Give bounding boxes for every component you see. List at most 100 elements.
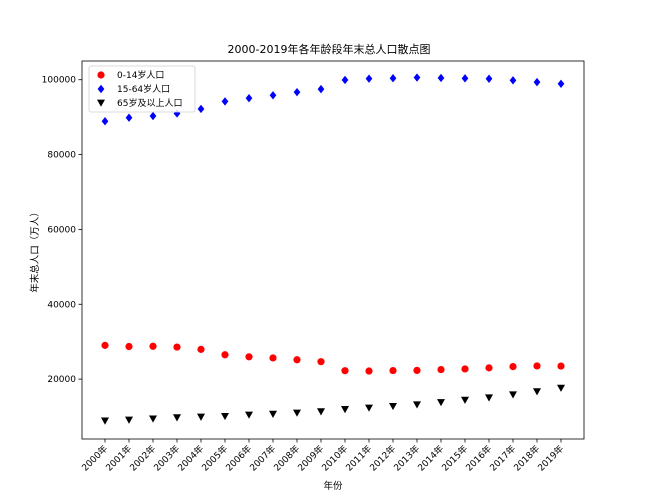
data-point xyxy=(389,366,397,375)
legend-label: 0-14岁人口 xyxy=(117,69,164,81)
data-point xyxy=(557,362,565,370)
data-point xyxy=(221,351,229,359)
data-point xyxy=(101,417,109,425)
x-tick-label: 2004年 xyxy=(175,443,206,474)
x-tick-label: 2006年 xyxy=(223,443,254,474)
data-point xyxy=(125,342,133,351)
data-point xyxy=(413,73,421,82)
data-point xyxy=(437,399,445,407)
data-point xyxy=(101,341,109,349)
data-point xyxy=(245,93,253,103)
x-tick-label: 2000年 xyxy=(79,443,110,474)
data-point xyxy=(269,91,277,100)
data-point xyxy=(413,366,421,375)
x-tick-label: 2018年 xyxy=(511,443,542,474)
x-tick-label: 2008年 xyxy=(271,443,302,474)
data-point xyxy=(293,87,301,97)
data-point xyxy=(197,104,205,114)
legend-marker xyxy=(97,99,105,107)
data-point xyxy=(149,111,157,121)
chart-title: 2000-2019年各年龄段年末总人口散点图 xyxy=(228,42,431,56)
data-point xyxy=(221,97,229,106)
data-point xyxy=(341,367,349,375)
data-point xyxy=(269,354,277,362)
data-point xyxy=(461,365,469,373)
data-point xyxy=(413,401,421,409)
legend-label: 15-64岁人口 xyxy=(117,83,170,95)
data-point xyxy=(245,353,253,361)
y-tick-label: 100000 xyxy=(42,76,77,86)
x-tick-label: 2014年 xyxy=(415,443,446,474)
data-point xyxy=(437,73,445,83)
data-point xyxy=(509,362,517,371)
x-axis-label: 年份 xyxy=(323,480,343,492)
x-tick-label: 2007年 xyxy=(247,443,278,474)
legend-label: 65岁及以上人口 xyxy=(117,97,182,109)
data-point xyxy=(245,411,253,419)
data-point xyxy=(317,84,325,94)
y-tick-label: 40000 xyxy=(47,300,76,310)
data-point xyxy=(365,404,373,412)
legend-box xyxy=(88,65,196,113)
data-point xyxy=(461,396,469,404)
data-point xyxy=(317,358,325,366)
data-point xyxy=(437,365,445,374)
data-point xyxy=(485,394,493,402)
data-point xyxy=(365,367,373,375)
data-point xyxy=(557,79,565,88)
x-axis: 2000年2001年2002年2003年2004年2005年2006年2007年… xyxy=(79,439,566,474)
data-point xyxy=(341,75,349,85)
x-tick-label: 2002年 xyxy=(127,443,158,474)
data-point xyxy=(317,408,325,416)
y-tick-label: 20000 xyxy=(47,375,76,385)
x-tick-label: 2003年 xyxy=(151,443,182,474)
legend-marker xyxy=(97,84,105,94)
data-point xyxy=(557,384,565,392)
data-point xyxy=(149,342,157,350)
x-tick-label: 2009年 xyxy=(295,443,326,474)
data-point xyxy=(365,74,373,83)
data-point xyxy=(533,77,541,87)
data-point xyxy=(485,364,493,372)
data-point xyxy=(509,76,517,85)
legend-marker xyxy=(97,71,105,79)
data-point xyxy=(533,388,541,396)
data-point xyxy=(485,74,493,83)
x-tick-label: 2010年 xyxy=(319,443,350,474)
y-axis: 20000 40000 60000 80000 100000 xyxy=(42,76,82,385)
x-tick-label: 2011年 xyxy=(343,443,374,474)
data-point xyxy=(197,413,205,421)
data-point xyxy=(389,74,397,83)
y-axis-label: 年末总人口（万人） xyxy=(29,207,41,293)
data-marks xyxy=(101,73,565,425)
data-point xyxy=(173,343,181,351)
x-tick-label: 2019年 xyxy=(535,443,566,474)
y-tick-label: 80000 xyxy=(47,151,76,161)
x-tick-label: 2017年 xyxy=(487,443,518,474)
data-point xyxy=(293,409,301,417)
data-point xyxy=(125,416,133,424)
y-tick-label: 60000 xyxy=(47,225,76,235)
legend: 0-14岁人口 15-64岁人口 65岁及以上人口 xyxy=(88,65,196,113)
data-point xyxy=(461,74,469,83)
plot-frame xyxy=(81,60,585,440)
x-tick-label: 2015年 xyxy=(439,443,470,474)
data-point xyxy=(173,414,181,422)
data-point xyxy=(101,117,109,126)
data-point xyxy=(341,406,349,414)
x-tick-label: 2012年 xyxy=(367,443,398,474)
x-tick-label: 2005年 xyxy=(199,443,230,474)
x-tick-label: 2016年 xyxy=(463,443,494,474)
data-point xyxy=(197,345,205,353)
x-tick-label: 2013年 xyxy=(391,443,422,474)
data-point xyxy=(389,402,397,411)
data-point xyxy=(509,391,517,399)
data-point xyxy=(293,356,301,364)
data-point xyxy=(533,362,541,370)
x-tick-label: 2001年 xyxy=(103,443,134,474)
data-point xyxy=(221,412,229,421)
data-point xyxy=(125,113,133,122)
data-point xyxy=(269,410,277,418)
data-point xyxy=(149,415,157,423)
